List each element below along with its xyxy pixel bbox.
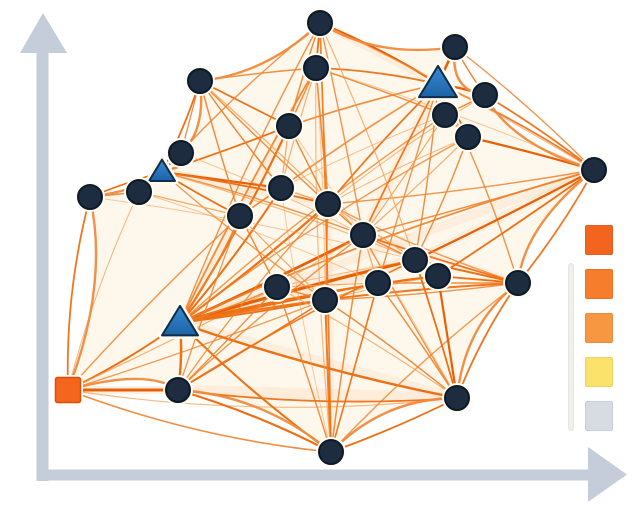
graph-node-circle [276,113,302,139]
graph-edge [161,171,329,205]
graph-edge [319,22,364,236]
graph-edge [454,46,595,171]
graph-edge [67,215,241,391]
graph-node-circle [505,270,531,296]
graph-edge [330,282,379,453]
graph-edge [437,169,595,277]
graph-edge [327,169,595,205]
graph-node-circle [168,140,194,166]
graph-edge [377,83,439,284]
graph-edge [330,234,364,453]
graph-edge [179,282,519,324]
graph-node-circle [432,102,458,128]
graph-node-circle [307,10,333,36]
graph-edge [315,67,326,301]
graph-edge [413,168,596,262]
graph-edge [276,259,416,288]
graph-node-circle [77,184,103,210]
graph-edge [178,321,459,400]
graph-edge [324,299,458,399]
graph-edge [280,114,446,189]
graph-edge [280,187,332,453]
graph-edge [177,203,329,391]
graph-node-circle [264,274,290,300]
y-axis-line [36,48,49,481]
graph-node-circle [581,157,607,183]
graph-edge [199,80,364,236]
graph-edge [362,234,519,284]
graph-edge [288,125,458,399]
graph-edge [177,234,364,391]
graph-edge [176,388,333,454]
graph-node-triangle [418,64,458,99]
graph-edge [161,171,326,301]
graph-edge [179,187,282,324]
graph-node-triangle [148,158,176,182]
graph-node-triangle [161,304,199,337]
graph-edge [161,171,416,261]
graph-node-circle [227,203,253,229]
graph-edge [327,94,486,205]
y-axis-arrowhead [20,13,67,53]
graph-edge [138,191,379,284]
graph-edge [199,80,241,217]
graph-node-circle [455,124,481,150]
graph-edge [177,215,241,391]
graph-edge [330,397,458,453]
graph-edge [276,286,458,399]
graph-edge [179,136,469,324]
graph-edge [177,299,326,391]
graph-edge [179,22,321,324]
graph-edge [66,196,91,391]
edge-wash [175,318,462,403]
graph-edge [315,67,446,116]
graph-edge [67,389,458,408]
x-axis-arrowhead [588,447,627,502]
graph-edge [414,259,458,399]
graph-edge [67,286,278,391]
graph-node-circle [165,377,191,403]
graph-edge [67,191,140,391]
graph-edge [179,67,317,324]
graph-edge [362,83,439,236]
graph-edge [67,389,332,453]
graph-node-circle [402,247,428,273]
axes [20,13,627,502]
graph-node-circle [303,55,329,81]
graph-node-square [54,376,82,404]
graph-node-circle [472,82,498,108]
graph-edge [319,22,416,261]
graph-edge [362,114,446,236]
x-axis-line [37,469,588,481]
graph-edge [517,169,595,284]
graph-edge [276,286,332,453]
graph-node-circle [365,270,391,296]
graph-edge [362,136,469,236]
graph-edge [199,80,329,205]
graph-node-circle [350,222,376,248]
graph-node-circle [315,191,341,217]
graph-edge [324,282,519,301]
graph-node-circle [442,34,468,60]
graph-node-circle [312,287,338,313]
graph-edge [327,136,469,205]
graph-node-circle [126,179,152,205]
graph-node-circle [425,263,451,289]
graph-edge [362,234,458,399]
graph-edge [67,299,326,391]
graph-node-circle [187,68,213,94]
graph-edge [362,169,595,236]
graph-node-circle [318,439,344,465]
graph-edge [177,286,278,391]
graph-edge [330,282,519,453]
graph-node-circle [268,175,294,201]
graph-node-circle [444,385,470,411]
